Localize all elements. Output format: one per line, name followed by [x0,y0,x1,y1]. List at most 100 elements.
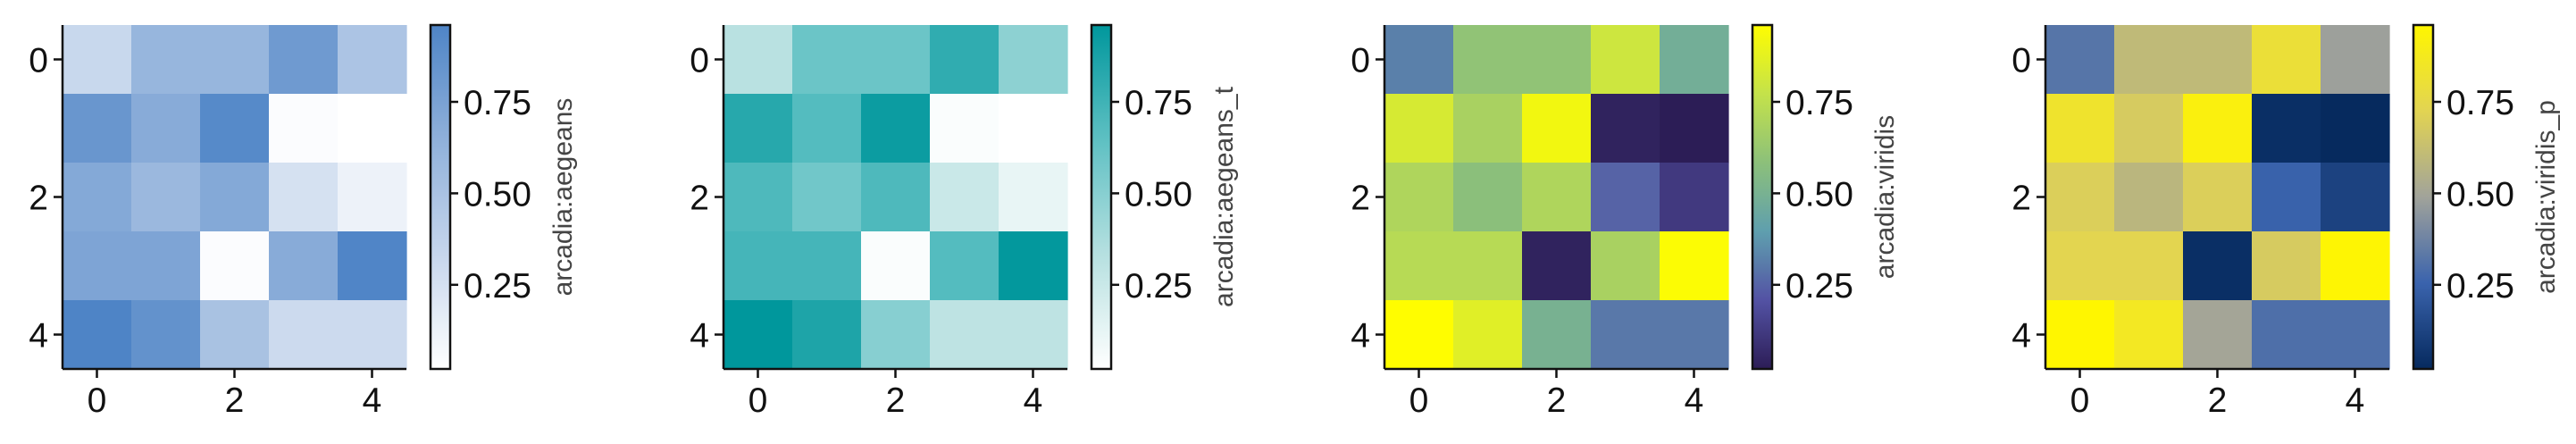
colorbar-tick-label: 0.75 [464,84,531,122]
heatmap-cell [269,25,339,95]
colorbar-tick-label: 0.50 [1786,175,1853,214]
heatmap-cell [1660,231,1729,301]
heatmap-cell [269,300,339,370]
colorbar-tick-label: 0.75 [2446,84,2514,122]
heatmap-cell [930,231,999,301]
heatmap-cell [723,94,793,163]
heatmap-cell [723,231,793,301]
heatmap-cell [200,163,270,232]
heatmap-cell [2183,94,2253,163]
x-tick-label: 2 [886,381,906,420]
colorbar-label: arcadia:viridis_p [2531,100,2561,294]
heatmap-cell [792,163,862,232]
x-tick-label: 2 [1547,381,1567,420]
x-tick-label: 2 [2208,381,2228,420]
colorbar-tick-label: 0.75 [1125,84,1192,122]
y-tick-label: 0 [29,42,48,80]
heatmap-cell [1453,300,1523,370]
heatmap-cell [63,25,132,95]
heatmap-cell [999,94,1068,163]
heatmap-cell [1453,94,1523,163]
heatmap-cell [338,25,407,95]
x-tick-label: 0 [88,381,107,420]
y-tick-label: 4 [690,317,709,356]
colorbar-label: arcadia:aegeans_t [1209,86,1239,307]
colorbar [2412,23,2435,371]
heatmap-cell [2183,300,2253,370]
colorbar-tick-label: 0.25 [1786,267,1853,306]
heatmap-cell [792,231,862,301]
heatmap-cell [1384,231,1454,301]
heatmap-cell [2045,300,2115,370]
colorbar [1751,23,1774,371]
colorbar [429,23,452,371]
heatmap-cell [338,94,407,163]
heatmap-cell [999,300,1068,370]
heatmap-cell [2114,300,2184,370]
heatmap-cell [1522,163,1592,232]
heatmap-cell [2114,94,2184,163]
heatmap-cell [1660,300,1729,370]
heatmap-cell [2114,25,2184,95]
y-tick-label: 2 [2011,180,2031,218]
colorbar-tick-label: 0.25 [464,267,531,306]
heatmap-cell [999,25,1068,95]
y-tick-label: 4 [1351,317,1370,356]
heatmap-cell [2321,94,2390,163]
heatmap-cell [2321,25,2390,95]
heatmap-cell [999,163,1068,232]
colorbar-tick-label: 0.50 [2446,175,2514,214]
heatmap-cell [2321,231,2390,301]
heatmap-cell [930,94,999,163]
heatmap-cell [2252,94,2321,163]
heatmap-cell [63,163,132,232]
heatmap-cell [999,231,1068,301]
heatmap-cell [2183,163,2253,232]
heatmap-cell [2321,300,2390,370]
heatmap-cell [2252,25,2321,95]
heatmap-cell [2045,231,2115,301]
y-tick-label: 0 [690,42,709,80]
y-tick-label: 2 [1351,180,1370,218]
colorbar-tick-label: 0.75 [1786,84,1853,122]
heatmap-cell [1660,163,1729,232]
heatmap-cell [1522,94,1592,163]
colorbar [1090,23,1113,371]
heatmap-cell [1522,300,1592,370]
heatmap-cell [2045,25,2115,95]
heatmap-cell [1591,94,1660,163]
heatmap-cell [269,231,339,301]
x-tick-label: 0 [749,381,768,420]
heatmap-cell [723,163,793,232]
heatmap-cell [200,94,270,163]
x-tick-label: 4 [1685,381,1704,420]
y-tick-label: 4 [29,317,48,356]
colorbar-tick-label: 0.25 [1125,267,1192,306]
heatmap-cell [63,231,132,301]
heatmap-cell [2045,163,2115,232]
heatmap-cell [930,300,999,370]
heatmap-cell [131,25,201,95]
heatmap-cell [131,163,201,232]
heatmap-cell [2252,231,2321,301]
heatmap-cell [861,163,931,232]
colorbar-label: arcadia:viridis [1870,115,1900,279]
heatmap-cell [338,300,407,370]
x-tick-label: 4 [1024,381,1043,420]
heatmap-cell [1591,300,1660,370]
heatmap-cell [792,94,862,163]
heatmap-cell [1384,300,1454,370]
x-tick-label: 2 [225,381,245,420]
heatmap-cell [1660,94,1729,163]
heatmap-cell [63,94,132,163]
x-tick-label: 0 [2070,381,2090,420]
heatmap-cell [1591,25,1660,95]
heatmap-cell [2321,163,2390,232]
heatmap-cell [269,163,339,232]
colorbar-tick-label: 0.50 [1125,175,1192,214]
heatmap-cell [338,231,407,301]
heatmap-cell [1522,25,1592,95]
heatmap-cell [930,163,999,232]
